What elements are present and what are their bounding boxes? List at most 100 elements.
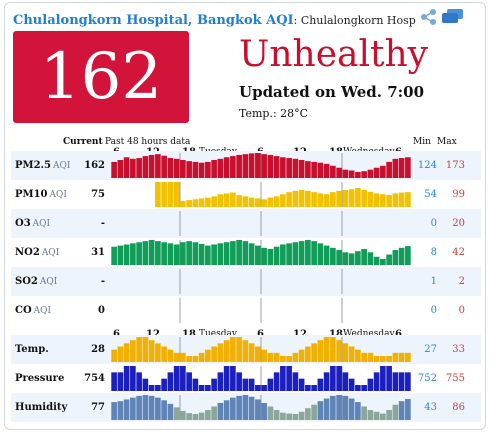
- data-bar: [205, 349, 211, 362]
- sparkline-no2[interactable]: [111, 238, 411, 265]
- data-bar: [198, 243, 205, 265]
- data-bar: [336, 167, 342, 178]
- data-bar: [117, 346, 124, 362]
- sparkline-co[interactable]: [111, 296, 411, 323]
- data-bar: [292, 372, 299, 391]
- data-bar: [367, 410, 374, 420]
- data-bar: [192, 414, 199, 420]
- data-bar: [323, 337, 330, 362]
- data-bar: [136, 242, 142, 265]
- data-bar: [142, 337, 149, 362]
- data-bar: [348, 189, 355, 207]
- data-bar: [130, 158, 136, 178]
- data-bar: [317, 340, 324, 362]
- chat-icon[interactable]: [441, 8, 465, 26]
- data-bar: [292, 242, 299, 265]
- sparkline-humidity[interactable]: [111, 393, 411, 420]
- data-bar: [242, 241, 249, 265]
- data-bar: [123, 157, 130, 178]
- time-tick: 12: [293, 329, 307, 340]
- data-bar: [148, 154, 155, 178]
- data-bar: [286, 158, 292, 178]
- data-bar: [336, 190, 342, 207]
- data-bar: [155, 182, 161, 207]
- data-bar: [367, 191, 374, 207]
- data-bar: [342, 372, 349, 391]
- data-bar: [117, 372, 124, 391]
- data-bar: [155, 343, 161, 362]
- data-bar: [111, 349, 117, 362]
- min-value: 124: [417, 160, 437, 171]
- data-bar: [330, 165, 336, 178]
- data-bar: [405, 246, 411, 265]
- sparkline-so2[interactable]: [111, 267, 411, 294]
- page-title[interactable]: Chulalongkorn Hospital, Bangkok AQI: [13, 13, 294, 28]
- data-bar: [230, 156, 236, 178]
- data-bar: [280, 412, 286, 420]
- data-bar: [242, 154, 249, 178]
- current-value: -: [100, 218, 105, 229]
- data-bar: [130, 340, 136, 362]
- data-bar: [161, 155, 167, 178]
- data-bar: [192, 356, 199, 362]
- data-bar: [123, 399, 130, 420]
- min-value: 0: [430, 305, 437, 316]
- data-bar: [217, 343, 224, 362]
- data-bar: [248, 243, 255, 265]
- data-bar: [242, 196, 249, 207]
- data-bar: [205, 197, 211, 207]
- data-bar: [117, 245, 124, 265]
- data-bar: [186, 413, 192, 420]
- sparkline-o3[interactable]: [111, 209, 411, 236]
- data-bar: [236, 240, 242, 265]
- data-bar: [111, 161, 117, 178]
- data-bar: [405, 192, 411, 207]
- data-bar: [398, 401, 405, 420]
- data-bar: [155, 154, 161, 178]
- min-value: 27: [424, 344, 437, 355]
- data-bar: [323, 194, 330, 207]
- max-value: 86: [452, 402, 465, 413]
- data-bar: [267, 248, 274, 265]
- data-bar: [111, 246, 117, 265]
- data-bar: [211, 378, 217, 391]
- data-bar: [255, 245, 261, 265]
- data-bar: [373, 167, 380, 178]
- data-bar: [305, 240, 311, 265]
- data-bar: [142, 378, 149, 391]
- data-bar: [167, 158, 174, 178]
- past-header: Past 48 hours data: [105, 137, 191, 147]
- data-bar: [198, 412, 205, 420]
- data-bar: [298, 241, 305, 265]
- data-bar: [342, 169, 349, 178]
- data-bar: [161, 378, 167, 391]
- data-bar: [217, 372, 224, 391]
- data-bar: [205, 410, 211, 420]
- data-bar: [355, 385, 361, 391]
- data-bar: [355, 251, 361, 265]
- data-bar: [380, 413, 386, 420]
- time-tick: 6: [257, 329, 264, 340]
- row-label: O3 AQI: [15, 218, 51, 229]
- data-bar: [305, 346, 311, 362]
- data-bar: [373, 372, 380, 391]
- data-bar: [130, 366, 136, 391]
- data-bar: [167, 403, 174, 420]
- sparkline-pm10[interactable]: [111, 180, 411, 207]
- data-bar: [255, 346, 261, 362]
- data-bar: [305, 161, 311, 178]
- sparkline-pressure[interactable]: [111, 364, 411, 391]
- sparkline-temp[interactable]: [111, 335, 411, 362]
- data-bar: [217, 402, 224, 420]
- aqi-value-box: 162: [13, 31, 189, 123]
- data-bar: [248, 343, 255, 362]
- sparkline-pm25[interactable]: [111, 151, 411, 178]
- share-icon[interactable]: [419, 8, 439, 26]
- data-bar: [317, 193, 324, 207]
- data-bar: [367, 378, 374, 391]
- data-bar: [205, 161, 211, 178]
- data-bar: [323, 372, 330, 391]
- row-label: CO AQI: [15, 305, 52, 316]
- data-bar: [373, 256, 380, 265]
- data-bar: [236, 195, 242, 207]
